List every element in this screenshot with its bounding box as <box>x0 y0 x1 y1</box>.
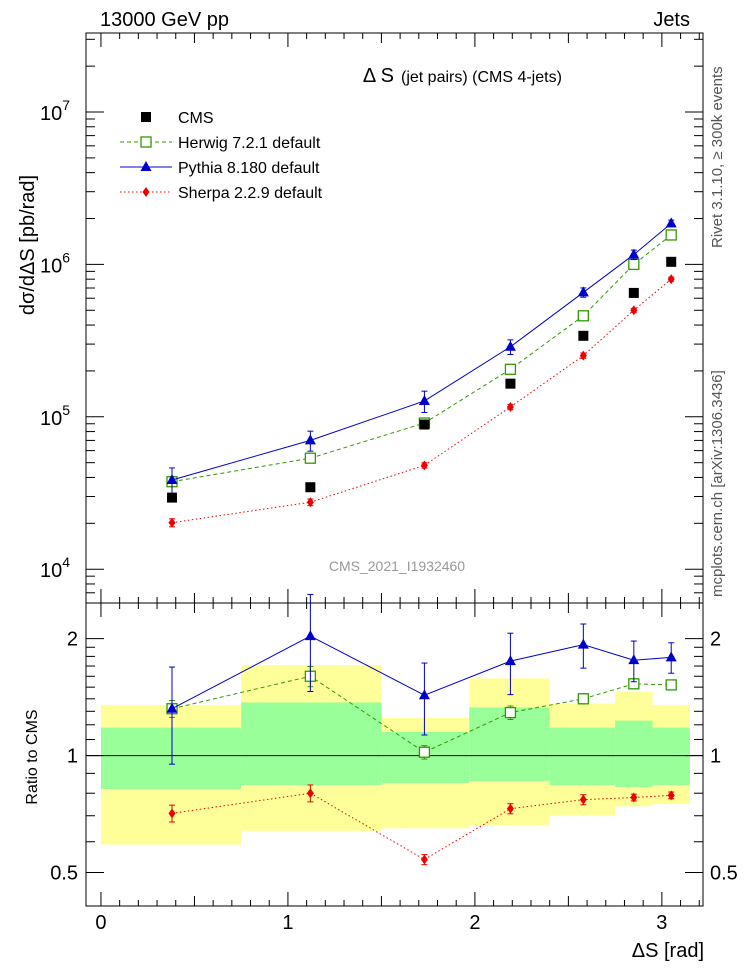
ratio-sherpa-point <box>306 788 314 799</box>
main-pythia-point <box>304 434 316 445</box>
ratio-herwig-point <box>504 706 517 719</box>
ratio-y-tick-labels: 0.5 0.5 1 1 2 2 <box>50 629 738 885</box>
main-pythia-point <box>166 473 178 484</box>
ratio-plot-panel: 0.5 0.5 1 1 2 2 0 1 2 3 Ratio to CMS ΔS [rad] <box>24 593 738 962</box>
mcplots-label: mcplots.cern.ch [arXiv:1306.3436] <box>709 370 726 597</box>
ratio-y-axis-label: Ratio to CMS <box>24 709 41 804</box>
ratio-pythia-point <box>304 630 316 641</box>
header-jets-label: Jets <box>653 9 690 31</box>
legend-sherpa-label: Sherpa 2.2.9 default <box>178 185 323 202</box>
main-axis-ticks <box>86 33 703 604</box>
ratio-y-tick-label: 0.5 <box>50 863 78 885</box>
main-y-axis-label: dσ/dΔS [pb/rad] <box>17 175 39 315</box>
main-y-tick-label: 104 <box>40 554 70 582</box>
ratio-axis-ticks <box>86 603 703 906</box>
main-sherpa-point <box>168 517 176 528</box>
legend: CMS Herwig 7.2.1 default Pythia 8.180 defa… <box>120 110 323 202</box>
ratio-green-band <box>100 727 242 790</box>
ratio-sherpa-point <box>420 854 428 865</box>
ratio-herwig-point <box>418 746 431 758</box>
legend-herwig-label: Herwig 7.2.1 default <box>178 135 321 152</box>
main-title: Δ S <box>363 65 394 87</box>
ratio-sherpa-point <box>667 790 675 801</box>
analysis-watermark: CMS_2021_I1932460 <box>329 558 465 574</box>
ratio-y-tick-label: 2 <box>67 629 78 651</box>
main-sherpa-point <box>506 401 514 412</box>
ratio-green-band <box>549 727 616 785</box>
main-pythia-point <box>577 286 589 297</box>
legend-cms-marker <box>141 112 151 122</box>
ratio-herwig-point <box>665 679 677 691</box>
ratio-sherpa-point <box>579 794 587 805</box>
legend-pythia-label: Pythia 8.180 default <box>178 160 320 177</box>
ratio-series-group <box>166 593 677 866</box>
ratio-sherpa-point <box>506 803 514 814</box>
legend-sherpa-marker <box>142 187 150 197</box>
ratio-green-band <box>652 727 690 785</box>
legend-pythia-marker <box>140 161 152 171</box>
main-cms-point <box>628 287 639 298</box>
x-axis-label: ΔS [rad] <box>632 940 704 962</box>
main-pythia-point <box>418 394 430 405</box>
main-cms-point <box>578 330 589 341</box>
ratio-sherpa-point <box>630 792 638 803</box>
ratio-herwig-point <box>577 693 589 705</box>
main-herwig-point <box>577 310 589 322</box>
ratio-pythia-point <box>665 651 677 662</box>
x-tick-label: 2 <box>469 912 480 934</box>
main-herwig-point <box>304 452 317 464</box>
x-tick-label: 3 <box>656 912 667 934</box>
main-y-tick-labels: 104 105 106 107 <box>40 97 70 582</box>
ratio-plot-frame <box>85 602 704 907</box>
ratio-green-band <box>469 707 550 782</box>
main-pythia-point <box>628 248 640 259</box>
legend-cms-label: CMS <box>178 110 214 127</box>
x-tick-label: 1 <box>282 912 293 934</box>
ratio-green-band <box>615 720 653 788</box>
ratio-sherpa-point <box>168 808 176 819</box>
ratio-y-tick-label-right: 2 <box>710 629 721 651</box>
main-sherpa-point <box>579 350 587 361</box>
main-cms-point <box>666 256 677 267</box>
main-y-tick-label: 105 <box>40 402 70 430</box>
ratio-y-tick-label-right: 0.5 <box>710 863 738 885</box>
main-herwig-point <box>628 258 640 271</box>
ratio-pythia-point <box>628 654 640 665</box>
main-cms-point <box>419 419 430 430</box>
main-herwig-point <box>665 229 677 241</box>
header-energy-label: 13000 GeV pp <box>100 9 229 31</box>
main-pythia-point <box>665 217 677 228</box>
main-herwig-point <box>504 363 517 375</box>
main-cms-point <box>167 492 178 503</box>
main-y-tick-label: 107 <box>40 97 70 125</box>
main-pythia-point <box>504 340 516 351</box>
main-sherpa-point <box>630 305 638 316</box>
ratio-y-tick-label: 1 <box>67 746 78 768</box>
main-cms-point <box>505 378 516 389</box>
main-sherpa-point <box>306 497 314 508</box>
main-sherpa-point <box>667 274 675 285</box>
main-y-tick-label: 106 <box>40 249 70 277</box>
ratio-green-band <box>241 702 382 785</box>
x-tick-label: 0 <box>95 912 106 934</box>
ratio-pythia-point <box>504 655 516 666</box>
main-title-suffix: (jet pairs) (CMS 4-jets) <box>401 69 562 86</box>
ratio-pythia-point <box>577 638 589 649</box>
ratio-pythia-point <box>418 689 430 700</box>
main-series-group <box>166 217 677 528</box>
main-cms-point <box>305 482 316 493</box>
rivet-label: Rivet 3.1.10, ≥ 300k events <box>709 66 726 248</box>
main-sherpa-point <box>420 460 428 471</box>
legend-herwig-marker <box>140 136 152 148</box>
ratio-y-tick-label-right: 1 <box>710 746 721 768</box>
main-plot-panel: 104 105 106 107 dσ/dΔS [pb/rad] Δ S (jet pa… <box>17 32 704 604</box>
ratio-pythia-point <box>166 702 178 713</box>
ratio-x-tick-labels: 0 1 2 3 <box>95 912 667 934</box>
ratio-uncertainty-bands <box>86 665 703 845</box>
